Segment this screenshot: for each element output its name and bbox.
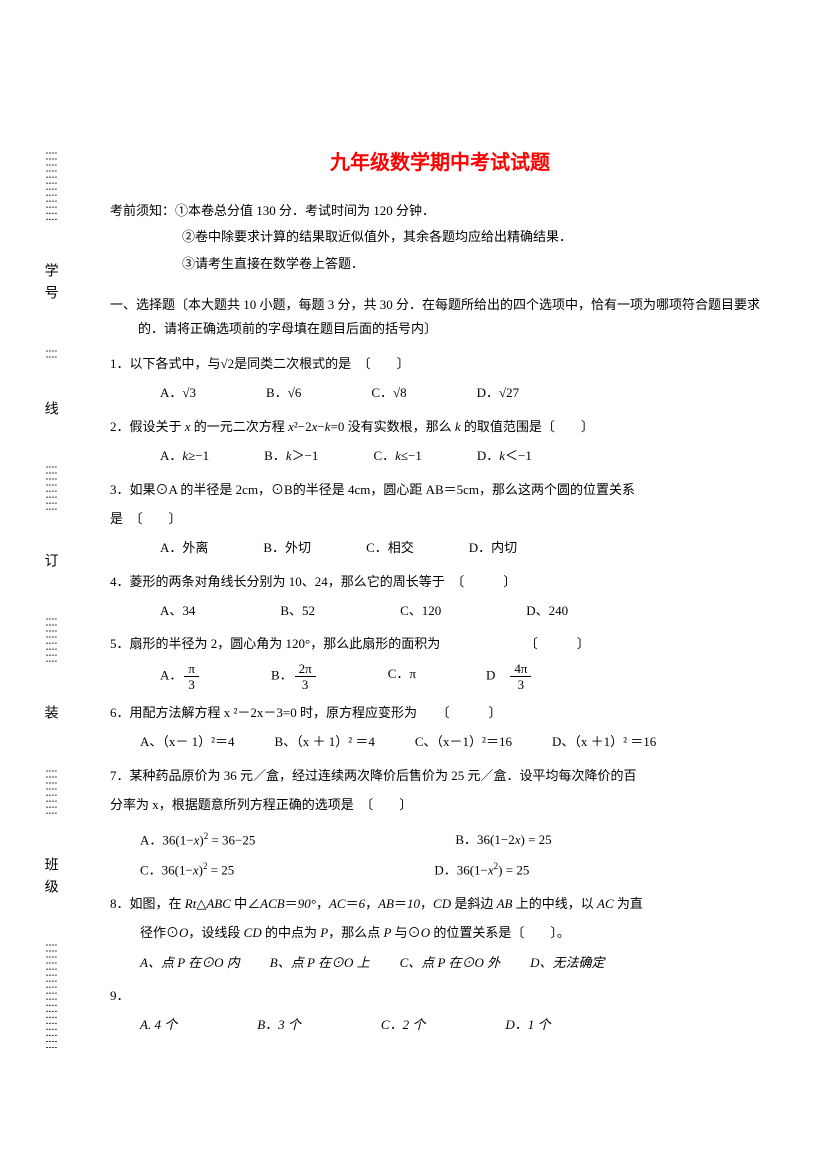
q2-options: A．k≥−1 B．k＞−1 C．k≤−1 D．k＜−1	[110, 444, 770, 467]
q8-options: A、点 P 在⊙O 内 B、点 P 在⊙O 上 C、点 P 在⊙O 外 D、无法…	[110, 951, 770, 974]
q2-opt-b: B．k＞−1	[264, 444, 318, 467]
q5-opt-c: C．π	[388, 662, 416, 691]
dots: ┊┊┊┊┊┊┊┊┊┊┊┊	[45, 150, 55, 222]
q3-stem-1: 3．如果⊙A 的半径是 2cm，⊙B的半径是 4cm，圆心距 AB＝5cm，那么…	[110, 478, 770, 501]
q6-stem: 6．用配方法解方程 x ²－2x－3=0 时，原方程应变形为 〔 〕	[110, 701, 770, 724]
q7-opt-d: D．36(1−x2) = 25	[434, 858, 529, 882]
notice-line-1: 考前须知：①本卷总分值 130 分．考试时间为 120 分钟．	[110, 199, 770, 222]
q9-stem: 9．	[110, 984, 770, 1007]
dots: ┊┊┊┊┊┊┊┊	[45, 768, 55, 816]
q5-opt-d: D 4π3	[486, 662, 533, 691]
q1-opt-b: B．√6	[266, 381, 301, 404]
margin-label-number: 学号	[37, 263, 62, 307]
q3-opt-c: C．相交	[366, 536, 414, 559]
section-1-header: 一、选择题〔本大题共 10 小题，每题 3 分，共 30 分．在每题所给出的四个…	[110, 293, 770, 340]
q3-opt-a: A．外离	[160, 536, 208, 559]
q4-opt-d: D、240	[526, 599, 568, 622]
q7-options: A．36(1−x)2 = 36−25 B．36(1−2x) = 25 C．36(…	[110, 828, 770, 881]
q7-stem-1: 7．某种药品原价为 36 元／盒，经过连续两次降价后售价为 25 元／盒．设平均…	[110, 764, 770, 787]
q4-opt-a: A、34	[160, 599, 195, 622]
q9-opt-a: A. 4 个	[140, 1013, 177, 1036]
question-6: 6．用配方法解方程 x ²－2x－3=0 时，原方程应变形为 〔 〕 A、（x－…	[110, 701, 770, 754]
question-9: 9． A. 4 个 B．3 个 C．2 个 D．1 个	[110, 984, 770, 1037]
margin-segment-bottom: ┊┊┊┊┊┊┊┊┊┊┊┊┊┊┊┊┊┊	[45, 942, 55, 1050]
q7-opt-a: A．36(1−x)2 = 36−25	[140, 828, 255, 852]
q8-stem-1: 8．如图，在 Rt△ABC 中∠ACB＝90°，AC＝6，AB＝10，CD 是斜…	[110, 892, 770, 915]
q8-stem-2: 径作⊙O，设线段 CD 的中点为 P，那么点 P 与⊙O 的位置关系是〔 〕。	[110, 921, 770, 944]
q4-options: A、34 B、52 C、120 D、240	[110, 599, 770, 622]
q6-opt-d: D、（x ＋1）² ＝16	[552, 730, 656, 753]
question-4: 4．菱形的两条对角线长分别为 10、24，那么它的周长等于 〔 〕 A、34 B…	[110, 570, 770, 623]
q9-options: A. 4 个 B．3 个 C．2 个 D．1 个	[110, 1013, 770, 1036]
q5-opt-a: A．π3	[160, 662, 201, 691]
binding-margin: ┊┊┊┊┊┊┊┊┊┊┊┊ 学号 ┊┊ 线 ┊┊┊┊┊┊┊┊ 订 ┊┊┊┊┊┊┊┊…	[35, 150, 65, 1050]
q4-stem: 4．菱形的两条对角线长分别为 10、24，那么它的周长等于 〔 〕	[110, 570, 770, 593]
q5-options: A．π3 B．2π3 C．π D 4π3	[110, 662, 770, 691]
question-8: 8．如图，在 Rt△ABC 中∠ACB＝90°，AC＝6，AB＝10，CD 是斜…	[110, 892, 770, 974]
q4-opt-c: C、120	[400, 599, 441, 622]
q7-stem-2: 分率为 x，根据题意所列方程正确的选项是 〔 〕	[110, 793, 770, 816]
q6-opt-a: A、（x－ 1）²＝4	[140, 730, 235, 753]
dots: ┊┊┊┊┊┊┊┊┊┊┊┊┊┊┊┊┊┊	[45, 942, 55, 1050]
q6-opt-b: B、（x ＋ 1）² ＝4	[275, 730, 375, 753]
q8-opt-a: A、点 P 在⊙O 内	[140, 951, 240, 974]
q1-opt-d: D．√27	[477, 381, 520, 404]
q3-opt-d: D．内切	[469, 536, 517, 559]
notice-text-1: ①本卷总分值 130 分．考试时间为 120 分钟．	[175, 203, 435, 218]
q9-opt-d: D．1 个	[505, 1013, 550, 1036]
notice-line-3: ③请考生直接在数学卷上答题．	[110, 252, 770, 275]
margin-segment-top: ┊┊┊┊┊┊┊┊┊┊┊┊	[45, 150, 55, 222]
margin-marker-bind: 装	[37, 705, 62, 727]
notice-line-2: ②卷中除要求计算的结果取近似值外，其余各题均应给出精确结果．	[110, 225, 770, 248]
question-7: 7．某种药品原价为 36 元／盒，经过连续两次降价后售价为 25 元／盒．设平均…	[110, 764, 770, 882]
q4-opt-b: B、52	[280, 599, 315, 622]
dots: ┊┊	[45, 348, 55, 360]
q7-opt-c: C．36(1−x)2 = 25	[140, 858, 234, 882]
notice-prefix: 考前须知：	[110, 203, 175, 218]
q2-opt-a: A．k≥−1	[160, 444, 209, 467]
q3-stem-2: 是 〔 〕	[110, 507, 770, 530]
q8-opt-c: C、点 P 在⊙O 外	[400, 951, 501, 974]
q8-opt-d: D、无法确定	[530, 951, 604, 974]
margin-marker-staple: 订	[37, 553, 62, 575]
question-5: 5．扇形的半径为 2，圆心角为 120°，那么此扇形的面积为 〔 〕 A．π3 …	[110, 632, 770, 690]
exam-content: 九年级数学期中考试试题 考前须知：①本卷总分值 130 分．考试时间为 120 …	[110, 145, 770, 1047]
q7-opt-b: B．36(1−2x) = 25	[455, 828, 551, 852]
q2-opt-c: C．k≤−1	[373, 444, 421, 467]
dots: ┊┊┊┊┊┊┊┊	[45, 616, 55, 664]
exam-notice: 考前须知：①本卷总分值 130 分．考试时间为 120 分钟． ②卷中除要求计算…	[110, 199, 770, 275]
q2-stem: 2．假设关于 x 的一元二次方程 x²−2x−k=0 没有实数根，那么 k 的取…	[110, 415, 770, 438]
q6-opt-c: C、（x－1）²＝16	[415, 730, 512, 753]
q8-opt-b: B、点 P 在⊙O 上	[270, 951, 370, 974]
q1-stem: 1．以下各式中，与√2是同类二次根式的是 〔 〕	[110, 352, 770, 375]
dots: ┊┊┊┊┊┊┊┊	[45, 464, 55, 512]
q5-opt-b: B．2π3	[271, 662, 318, 691]
q6-options: A、（x－ 1）²＝4 B、（x ＋ 1）² ＝4 C、（x－1）²＝16 D、…	[110, 730, 770, 753]
exam-title: 九年级数学期中考试试题	[110, 145, 770, 181]
q1-opt-c: C．√8	[371, 381, 406, 404]
q2-opt-d: D．k＜−1	[477, 444, 532, 467]
q3-options: A．外离 B．外切 C．相交 D．内切	[110, 536, 770, 559]
question-3: 3．如果⊙A 的半径是 2cm，⊙B的半径是 4cm，圆心距 AB＝5cm，那么…	[110, 478, 770, 560]
margin-marker-line: 线	[37, 401, 62, 423]
q9-opt-b: B．3 个	[257, 1013, 301, 1036]
q5-stem: 5．扇形的半径为 2，圆心角为 120°，那么此扇形的面积为 〔 〕	[110, 632, 770, 655]
q9-opt-c: C．2 个	[381, 1013, 425, 1036]
question-1: 1．以下各式中，与√2是同类二次根式的是 〔 〕 A．√3 B．√6 C．√8 …	[110, 352, 770, 405]
q1-opt-a: A．√3	[160, 381, 196, 404]
q3-opt-b: B．外切	[263, 536, 311, 559]
margin-label-class: 班级	[37, 857, 62, 901]
q1-options: A．√3 B．√6 C．√8 D．√27	[110, 381, 770, 404]
question-2: 2．假设关于 x 的一元二次方程 x²−2x−k=0 没有实数根，那么 k 的取…	[110, 415, 770, 468]
